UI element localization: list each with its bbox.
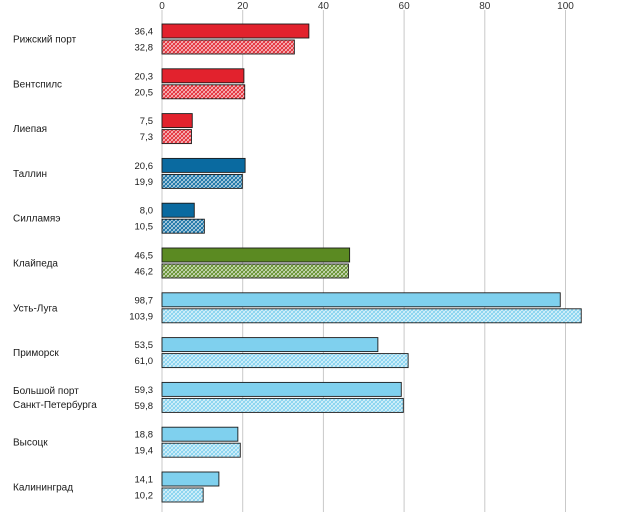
value-label-клайпеда-2: 46,2 <box>135 267 154 278</box>
value-label-клайпеда-1: 46,5 <box>135 251 154 262</box>
category-label-приморск: Приморск <box>13 348 59 359</box>
bar-клайпеда-2 <box>161 263 349 279</box>
bar-высоцк-1 <box>161 426 239 442</box>
value-label-лиепая-1: 7,5 <box>140 116 153 127</box>
value-label-рижский-порт-1: 36,4 <box>135 27 154 38</box>
bar-рижский-порт-2 <box>161 39 295 55</box>
bar-приморск-1 <box>161 337 379 353</box>
category-label-большой-порт-санкт-петербурга-line-2: Санкт-Петербурга <box>13 399 97 411</box>
bar-рижский-порт-1 <box>161 23 310 39</box>
value-label-калининград-1: 14,1 <box>135 475 154 486</box>
x-tick-label-20: 20 <box>237 1 249 12</box>
bar-вентспилс-1 <box>161 68 245 84</box>
bar-таллин-2 <box>161 173 243 189</box>
value-label-усть-луга-1: 98,7 <box>135 295 154 306</box>
value-label-высоцк-1: 18,8 <box>135 430 154 441</box>
bar-лиепая-2 <box>161 129 192 145</box>
bar-усть-луга-1 <box>161 292 561 308</box>
value-label-большой-порт-санкт-петербурга-1: 59,3 <box>135 385 154 396</box>
bar-усть-луга-2 <box>161 308 582 324</box>
x-tick-label-60: 60 <box>399 1 411 12</box>
value-label-калининград-2: 10,2 <box>135 491 154 502</box>
category-label-вентспилс: Вентспилс <box>13 79 62 90</box>
bar-калининград-1 <box>161 471 220 487</box>
x-tick-label-80: 80 <box>479 1 491 12</box>
category-label-большой-порт-санкт-петербурга-line-1: Большой порт <box>13 386 79 397</box>
category-label-усть-луга: Усть-Луга <box>13 303 58 314</box>
value-label-силламяэ-1: 8,0 <box>140 206 153 217</box>
bar-лиепая-1 <box>161 113 193 129</box>
category-label-силламяэ: Силламяэ <box>13 214 60 225</box>
bar-вентспилс-2 <box>161 84 246 100</box>
category-label-клайпеда: Клайпеда <box>13 259 58 270</box>
value-label-приморск-2: 61,0 <box>135 356 154 367</box>
value-label-приморск-1: 53,5 <box>135 340 154 351</box>
bar-таллин-1 <box>161 157 246 173</box>
bar-калининград-2 <box>161 487 204 503</box>
value-label-большой-порт-санкт-петербурга-2: 59,8 <box>135 401 154 412</box>
value-label-лиепая-2: 7,3 <box>140 132 153 143</box>
x-tick-label-40: 40 <box>318 1 330 12</box>
bar-силламяэ-2 <box>161 218 205 234</box>
value-label-силламяэ-2: 10,5 <box>135 222 154 233</box>
x-tick-label-100: 100 <box>557 1 574 12</box>
category-label-высоцк: Высоцк <box>13 438 48 449</box>
value-label-рижский-порт-2: 32,8 <box>135 43 154 54</box>
value-label-усть-луга-2: 103,9 <box>129 311 153 322</box>
x-tick-label-0: 0 <box>159 1 165 12</box>
bar-приморск-2 <box>161 353 409 369</box>
bar-большой-порт-санкт-петербурга-1 <box>161 381 402 397</box>
category-label-рижский-порт: Рижский порт <box>13 35 77 46</box>
bar-силламяэ-1 <box>161 202 195 218</box>
category-label-калининград: Калининград <box>13 483 73 494</box>
bar-клайпеда-1 <box>161 247 351 263</box>
bar-большой-порт-санкт-петербурга-2 <box>161 397 404 413</box>
value-label-таллин-2: 19,9 <box>135 177 154 188</box>
value-label-вентспилс-2: 20,5 <box>135 87 154 98</box>
value-label-высоцк-2: 19,4 <box>135 446 154 457</box>
value-label-таллин-1: 20,6 <box>135 161 154 172</box>
value-label-вентспилс-1: 20,3 <box>135 71 154 82</box>
category-label-таллин: Таллин <box>13 169 47 180</box>
category-label-лиепая: Лиепая <box>13 124 47 135</box>
bar-высоцк-2 <box>161 442 241 458</box>
